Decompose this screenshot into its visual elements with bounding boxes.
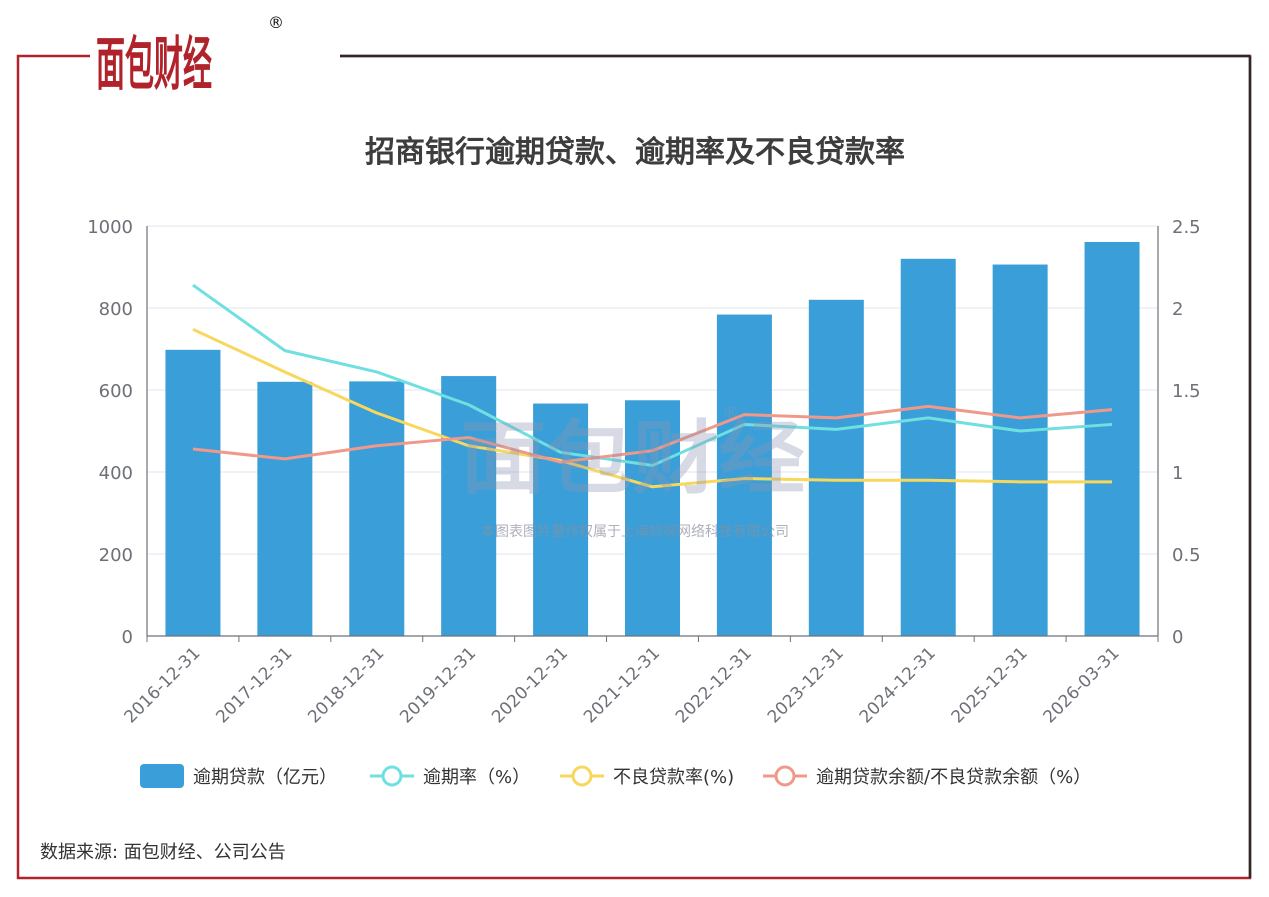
x-tick-label: 2026-03-31 [1040,643,1124,727]
y-left-tick-label: 0 [122,627,133,648]
x-tick-label: 2024-12-31 [856,643,940,727]
x-tick-label: 2025-12-31 [948,643,1032,727]
x-tick-label: 2017-12-31 [212,643,296,727]
y-right-tick-label: 1.5 [1172,381,1201,402]
legend-label: 逾期贷款余额/不良贷款余额（%） [816,767,1091,788]
logo-text-red: 面包财经 [96,30,212,94]
bar [441,376,497,636]
y-left-tick-label: 1000 [87,217,133,238]
bar [165,349,221,636]
bar [808,299,864,636]
y-left-tick-label: 400 [99,463,133,484]
x-tick-label: 2019-12-31 [396,643,480,727]
x-tick-label: 2018-12-31 [304,643,388,727]
y-right-tick-label: 0 [1172,627,1183,648]
bar [625,400,680,636]
x-tick-label: 2022-12-31 [672,643,756,727]
x-tick-label: 2016-12-31 [120,643,204,727]
legend-label: 逾期率（%） [423,767,530,788]
legend-label: 逾期贷款（亿元） [193,767,337,788]
lines [192,283,1113,489]
y-left-tick-label: 800 [99,299,133,320]
y-right-tick-label: 1 [1172,463,1183,484]
legend: 逾期贷款（亿元） 逾期率（%） 不良贷款率(%) 逾期贷款余额/不良贷款余额（%） [140,764,1091,788]
logo-backdrop [96,26,340,90]
x-tick-label: 2020-12-31 [488,643,572,727]
brand-logo: 面包财经 ® [96,13,340,94]
y-right-tick-label: 2 [1172,299,1183,320]
legend-swatch-marker [381,765,403,787]
x-tick-label: 2021-12-31 [580,643,664,727]
bar [1084,241,1140,637]
chart-title: 招商银行逾期贷款、逾期率及不良贷款率 [365,135,905,170]
y-right-tick-label: 2.5 [1172,217,1201,238]
bars [165,241,1140,637]
footer-source: 数据来源: 面包财经、公司公告 [40,842,286,863]
legend-swatch-bar [140,764,184,788]
bar [716,314,772,636]
y-left-tick-label: 600 [99,381,133,402]
legend-label: 不良贷款率(%) [613,767,734,788]
bar [992,264,1048,636]
bar [900,258,956,636]
series-line [192,404,1113,464]
x-tick-label: 2023-12-31 [764,643,848,727]
series-line [192,327,1113,489]
y-right-tick-label: 0.5 [1172,545,1201,566]
legend-swatch-marker [571,765,593,787]
bar [257,381,313,636]
y-left-tick-label: 200 [99,545,133,566]
logo-registered-mark: ® [268,13,284,32]
bar [349,381,405,636]
legend-swatch-marker [774,765,796,787]
series-line [192,283,1113,467]
bar [533,403,589,636]
